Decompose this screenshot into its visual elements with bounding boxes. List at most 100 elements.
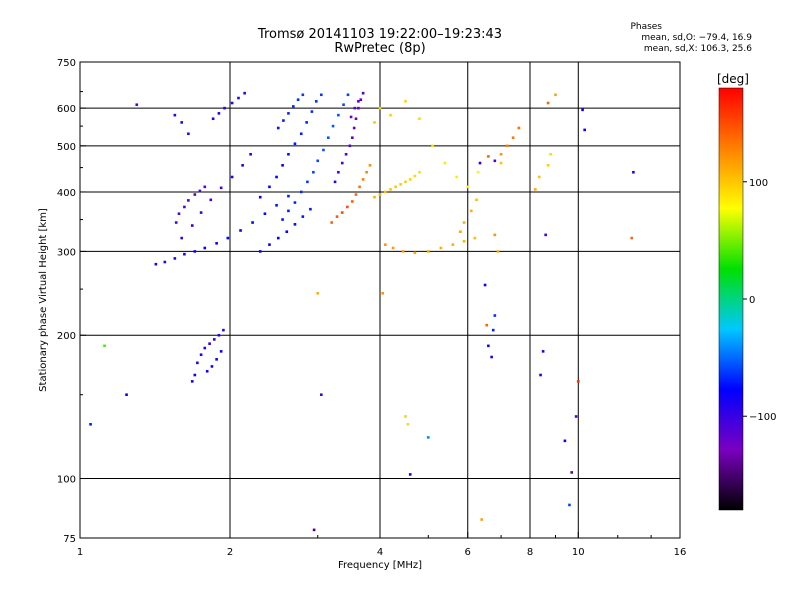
data-point: [487, 344, 490, 348]
data-point: [373, 121, 376, 124]
data-point: [293, 142, 297, 146]
data-point: [301, 93, 305, 97]
data-point: [439, 246, 443, 250]
data-point: [384, 190, 387, 194]
data-point: [314, 100, 318, 103]
data-point: [187, 132, 190, 136]
data-point: [462, 240, 466, 243]
data-point: [180, 121, 184, 124]
data-point: [632, 170, 635, 174]
data-point: [485, 323, 489, 327]
data-point: [208, 342, 211, 345]
data-point: [337, 170, 340, 174]
data-point: [359, 98, 363, 101]
data-point: [320, 93, 323, 97]
data-point: [193, 250, 197, 253]
stats-o-line: mean, sd,O: −79.4, 16.9: [641, 33, 752, 43]
data-point: [351, 136, 354, 140]
data-point: [570, 471, 573, 474]
data-point: [357, 100, 360, 103]
data-point: [219, 186, 223, 190]
data-point: [135, 103, 139, 107]
data-point: [581, 108, 584, 112]
data-point: [470, 209, 473, 213]
data-point: [335, 215, 339, 218]
data-point: [348, 144, 352, 148]
data-point: [451, 243, 455, 246]
data-point: [418, 117, 421, 121]
data-point: [276, 236, 280, 240]
y-tick-label: 75: [63, 534, 76, 545]
data-point: [499, 161, 503, 165]
data-point: [544, 233, 547, 237]
data-point: [125, 393, 128, 397]
data-point: [413, 251, 417, 255]
data-point: [203, 185, 207, 189]
data-point: [478, 161, 482, 165]
data-point: [337, 113, 340, 117]
data-point: [466, 185, 470, 189]
data-point: [563, 439, 567, 443]
data-point: [505, 144, 509, 148]
stats-x-line: mean, sd,X: 106.3, 25.6: [643, 44, 752, 54]
grid-layer: [80, 62, 680, 538]
data-point: [281, 218, 284, 221]
y-tick-label: 750: [57, 58, 76, 69]
data-point: [342, 103, 345, 107]
x-tick-label: 6: [465, 547, 471, 558]
colorbar-label: [deg]: [717, 72, 749, 86]
data-point: [431, 144, 434, 148]
data-point: [365, 170, 368, 174]
data-point: [249, 152, 252, 156]
data-point: [183, 252, 186, 256]
data-point: [418, 170, 421, 174]
data-point: [361, 178, 365, 181]
colorbar-tick-label: 100: [749, 178, 768, 189]
stats-title: Phases: [630, 22, 662, 32]
data-point: [174, 221, 178, 224]
data-point: [404, 100, 407, 103]
data-point: [455, 175, 458, 179]
data-point: [203, 246, 207, 250]
data-point: [217, 333, 221, 337]
data-point: [496, 250, 500, 253]
data-point: [190, 380, 194, 383]
data-point: [361, 91, 365, 95]
x-tick-label: 1: [77, 547, 83, 558]
data-point: [381, 291, 384, 295]
chart-title-line1: Tromsø 20141103 19:22:00–19:23:43: [257, 27, 503, 42]
points-layer: [89, 91, 635, 532]
data-point: [568, 503, 571, 507]
data-point: [203, 346, 207, 350]
data-point: [539, 373, 542, 377]
data-point: [554, 93, 557, 97]
x-tick-label: 16: [674, 547, 687, 558]
data-point: [408, 473, 412, 476]
data-point: [173, 113, 177, 117]
chart-title-line2: RwPretec (8p): [334, 41, 426, 56]
data-point: [180, 236, 184, 240]
data-point: [475, 198, 478, 202]
data-point: [299, 190, 303, 194]
data-point: [574, 415, 578, 418]
data-point: [357, 106, 360, 110]
data-point: [353, 106, 357, 110]
data-point: [391, 246, 395, 250]
data-point: [346, 93, 350, 97]
data-point: [187, 199, 190, 202]
data-point: [546, 164, 550, 167]
data-point: [263, 212, 267, 216]
data-point: [230, 175, 234, 179]
data-point: [316, 159, 320, 163]
data-point: [413, 174, 417, 178]
data-point: [282, 119, 285, 122]
data-point: [384, 243, 387, 246]
y-axis-label: Stationary phase Virtual Height [km]: [38, 208, 49, 392]
data-point: [408, 178, 412, 181]
data-point: [517, 126, 521, 130]
data-point: [296, 98, 300, 101]
data-point: [462, 221, 466, 224]
data-point: [275, 175, 278, 179]
data-point: [293, 223, 297, 226]
